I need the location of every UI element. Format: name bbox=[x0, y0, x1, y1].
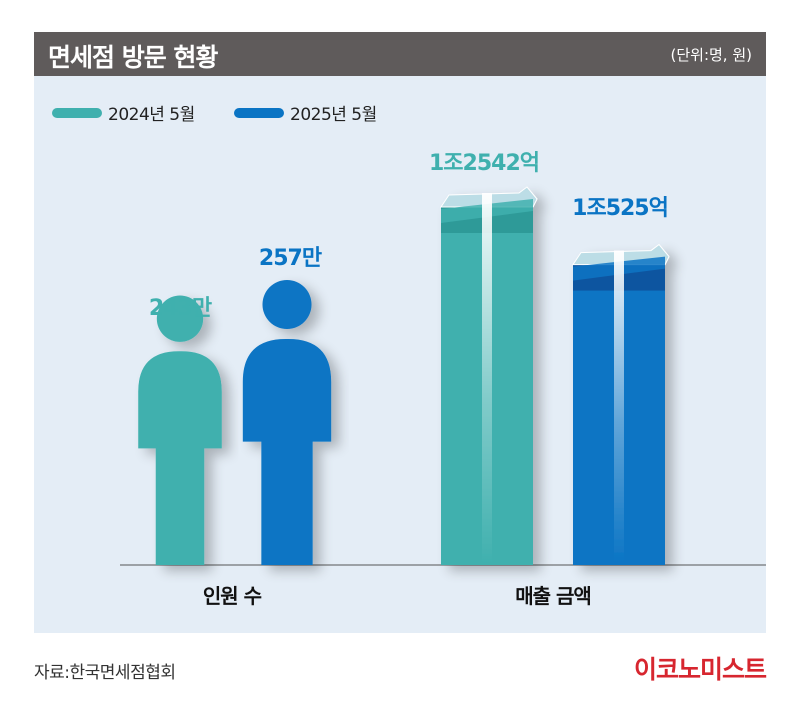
category-label-sales: 매출 금액 bbox=[515, 584, 591, 608]
bar-sales-2025 bbox=[572, 243, 670, 566]
legend-label-2025: 2025년 5월 bbox=[290, 105, 377, 125]
category-label-people: 인원 수 bbox=[203, 584, 262, 608]
legend-swatch-2025 bbox=[234, 107, 284, 118]
data-label-people-2025: 257만 bbox=[259, 246, 322, 271]
legend-label-2024: 2024년 5월 bbox=[108, 105, 195, 125]
legend-item-2024: 2024년 5월 bbox=[52, 100, 195, 125]
person-head-2024 bbox=[156, 295, 204, 342]
person-body-2024 bbox=[138, 351, 222, 565]
unit-label: (단위:명, 원) bbox=[670, 46, 753, 64]
chart-title: 면세점 방문 현황 bbox=[48, 43, 218, 72]
legend-item-2025: 2025년 5월 bbox=[234, 100, 377, 125]
source-note: 자료:한국면세점협회 bbox=[34, 663, 176, 683]
person-body-2025 bbox=[242, 338, 332, 565]
data-label-people-2024: 243만 bbox=[149, 296, 212, 321]
data-label-sales-2024: 1조2542억 bbox=[429, 151, 539, 176]
title-bar: 면세점 방문 현황 (단위:명, 원) bbox=[34, 32, 766, 76]
person-head-2025 bbox=[262, 280, 312, 330]
person-figure-2025 bbox=[242, 280, 332, 565]
data-label-sales-2025: 1조525억 bbox=[572, 196, 668, 221]
bar-money-band bbox=[482, 193, 492, 565]
brand-logo: 이코노미스트 bbox=[633, 655, 767, 684]
person-figure-2024 bbox=[138, 295, 222, 565]
bar-sales-2024 bbox=[440, 186, 538, 565]
legend-swatch-2024 bbox=[52, 107, 102, 118]
bar-money-band bbox=[614, 250, 624, 566]
